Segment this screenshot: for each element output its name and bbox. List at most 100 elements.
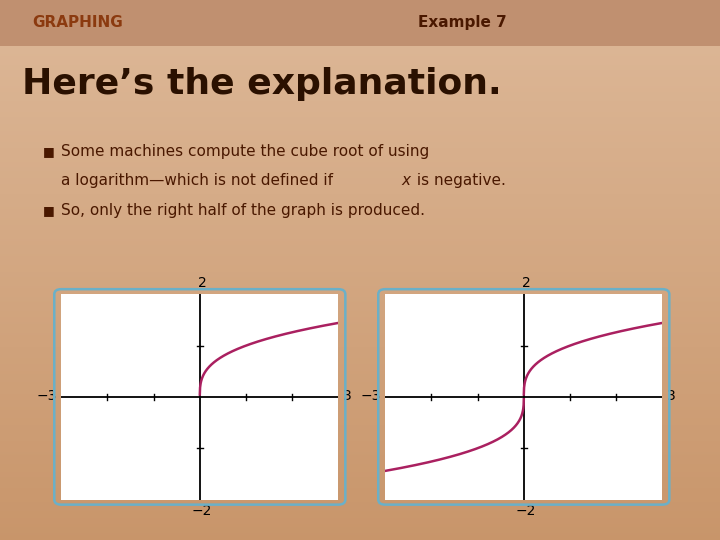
Bar: [0, 99, 720, 101]
Bar: [0, 205, 720, 207]
Bar: [0, 174, 720, 177]
Bar: [0, 140, 720, 142]
Bar: [0, 529, 720, 531]
Bar: [0, 2, 720, 4]
Bar: [0, 322, 720, 324]
Bar: [0, 201, 720, 204]
Bar: [0, 101, 720, 103]
Bar: [0, 258, 720, 259]
Bar: [0, 115, 720, 117]
Bar: [0, 252, 720, 254]
Bar: [0, 178, 720, 180]
Bar: [0, 432, 720, 434]
Bar: [0, 535, 720, 536]
Bar: [0, 448, 720, 450]
Bar: [0, 184, 720, 185]
Bar: [0, 194, 720, 196]
Text: a logarithm—which is not defined if: a logarithm—which is not defined if: [61, 173, 338, 188]
Bar: [0, 367, 720, 369]
Bar: [0, 511, 720, 513]
Bar: [0, 97, 720, 99]
Bar: [0, 255, 720, 258]
Bar: [0, 104, 720, 106]
Bar: [0, 513, 720, 515]
Bar: [0, 326, 720, 328]
Bar: [0, 265, 720, 266]
Bar: [0, 358, 720, 360]
Bar: [0, 493, 720, 495]
Bar: [0, 515, 720, 517]
Bar: [0, 299, 720, 301]
Bar: [0, 450, 720, 452]
Bar: [0, 295, 720, 297]
Bar: [0, 117, 720, 119]
Bar: [0, 36, 720, 38]
Text: −3: −3: [360, 389, 381, 403]
Text: x: x: [402, 173, 411, 188]
Bar: [0, 11, 720, 12]
Text: Here’s the explanation.: Here’s the explanation.: [22, 67, 501, 100]
Bar: [0, 7, 720, 9]
Bar: [0, 5, 720, 7]
Bar: [0, 128, 720, 130]
Bar: [0, 236, 720, 238]
Bar: [0, 455, 720, 457]
Bar: [0, 398, 720, 400]
Bar: [0, 328, 720, 329]
Bar: [0, 223, 720, 225]
Bar: [0, 124, 720, 126]
Bar: [0, 245, 720, 247]
Bar: [0, 329, 720, 331]
Bar: [0, 518, 720, 520]
Bar: [0, 374, 720, 376]
Bar: [0, 414, 720, 416]
Bar: [0, 196, 720, 198]
Bar: [0, 59, 720, 61]
Bar: [0, 198, 720, 200]
Bar: [0, 162, 720, 164]
Bar: [0, 525, 720, 528]
Bar: [0, 42, 720, 43]
Bar: [0, 301, 720, 302]
Bar: [0, 58, 720, 59]
Bar: [0, 169, 720, 171]
Bar: [0, 173, 720, 174]
Bar: [0, 151, 720, 153]
Bar: [0, 32, 720, 34]
Bar: [0, 436, 720, 437]
Bar: [0, 234, 720, 236]
Bar: [0, 362, 720, 363]
Bar: [0, 23, 720, 25]
Text: 2: 2: [198, 276, 207, 290]
Bar: [0, 45, 720, 47]
Bar: [0, 366, 720, 367]
Bar: [0, 407, 720, 409]
Bar: [0, 54, 720, 56]
Bar: [0, 409, 720, 410]
Bar: [0, 437, 720, 439]
Bar: [0, 461, 720, 463]
Text: −3: −3: [36, 389, 57, 403]
Bar: [0, 306, 720, 308]
Bar: [0, 212, 720, 214]
Bar: [0, 336, 720, 339]
Bar: [0, 474, 720, 475]
Bar: [0, 536, 720, 538]
Bar: [0, 34, 720, 36]
Bar: [0, 20, 720, 22]
Bar: [0, 387, 720, 389]
Bar: [0, 324, 720, 326]
Bar: [0, 189, 720, 191]
Bar: [0, 282, 720, 285]
Bar: [0, 93, 720, 96]
Bar: [0, 9, 720, 11]
Bar: [0, 443, 720, 444]
Bar: [0, 43, 720, 45]
Bar: [0, 193, 720, 194]
Bar: [0, 131, 720, 133]
Bar: [0, 466, 720, 468]
Bar: [0, 319, 720, 320]
Bar: [0, 239, 720, 241]
Bar: [0, 110, 720, 112]
Bar: [0, 231, 720, 232]
